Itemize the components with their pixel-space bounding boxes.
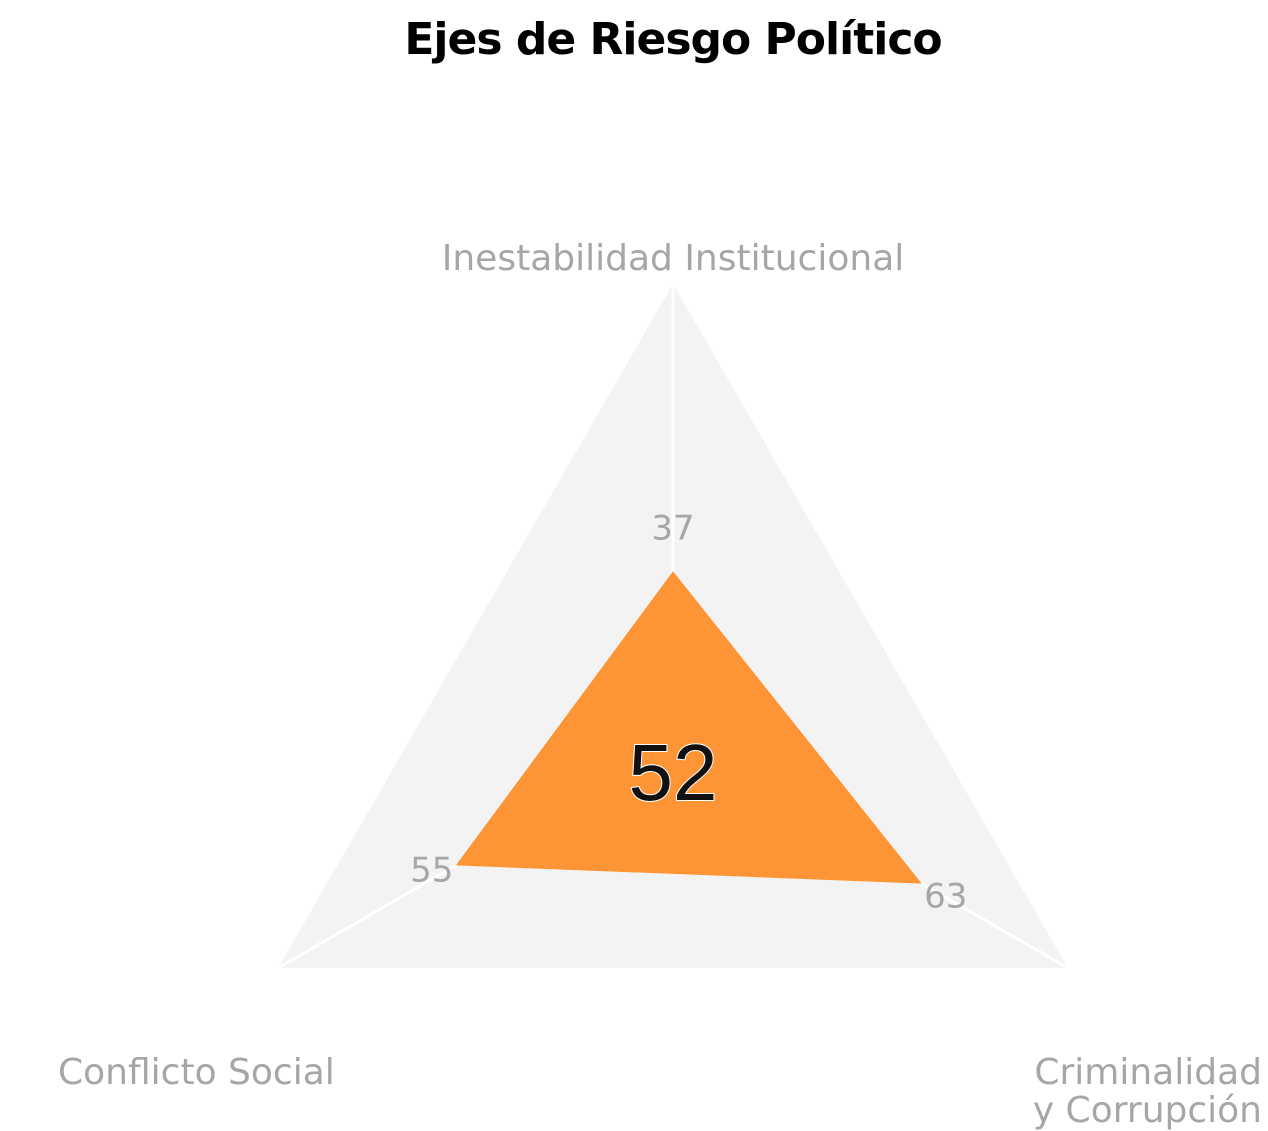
axis-label-inst: Inestabilidad Institucional [442,238,905,279]
axis-label-crim-line: y Corrupción [1033,1090,1262,1131]
axis-label-soc: Conflicto Social [58,1052,335,1093]
axis-label-soc-line: Conflicto Social [58,1052,335,1093]
value-label-soc: 55 [410,850,453,890]
value-label-crim: 63 [924,877,967,917]
axis-label-crim-line: Criminalidad [1034,1052,1262,1093]
value-polygon [455,571,922,884]
axis-label-inst-line: Inestabilidad Institucional [442,238,905,279]
value-label-inst: 37 [651,508,694,548]
value-labels: 37 63 55 [410,508,967,916]
axis-label-crim: Criminalidad y Corrupción [1033,1052,1262,1131]
chart-title: Ejes de Riesgo Político [404,14,942,65]
overall-score-label: 52 [629,728,718,817]
axis-labels: Inestabilidad Institucional Criminalidad y… [58,238,1262,1131]
